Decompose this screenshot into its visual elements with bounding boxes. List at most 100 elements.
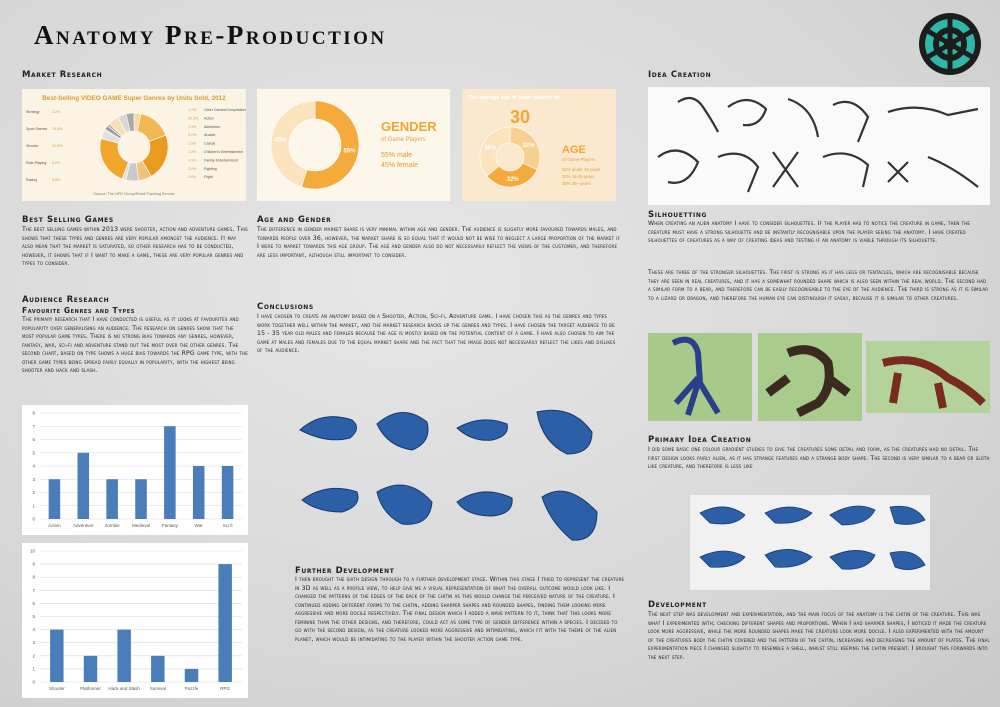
y-tick-label: 4 — [32, 627, 35, 632]
y-tick-label: 2 — [32, 490, 35, 495]
bar — [135, 479, 147, 519]
slice-label: 36% — [484, 146, 497, 152]
chart-subtitle: of Game Players — [381, 137, 426, 143]
paragraph: I then brought the sixth design through … — [295, 576, 625, 643]
pie-slice — [270, 100, 316, 188]
source: Source: The NPD Group/Retail Tracking Se… — [93, 192, 174, 196]
value-label: 3.6% — [188, 175, 197, 179]
paragraph: The difference in gender market share is… — [257, 226, 621, 259]
value-label: 22.3% — [188, 116, 199, 120]
x-tick-label: War — [195, 523, 204, 528]
value-label: 2.0% — [188, 142, 197, 146]
chart-title: AGE — [562, 144, 586, 156]
silhouette-sketches — [648, 87, 990, 205]
y-tick-label: 7 — [32, 424, 35, 429]
heading: The average age of game players is: — [468, 95, 561, 101]
section-heading: Development — [648, 600, 707, 610]
slice-label: 32% — [523, 143, 536, 149]
chart-subtitle: of Game Players — [562, 157, 596, 162]
x-tick-label: Survival — [150, 686, 166, 691]
sub-heading: Favourite Genres and Types — [22, 306, 135, 315]
value-label: 21.2% — [52, 144, 63, 148]
category-label: Racing — [26, 178, 37, 182]
category-label: Fighting — [204, 167, 217, 171]
category-label: Adventure — [204, 125, 220, 129]
legend-label: 32% under 18 years — [562, 167, 600, 172]
section-heading: Idea Creation — [648, 70, 712, 80]
value-label: 3.2% — [52, 110, 61, 114]
x-tick-label: Action — [48, 523, 61, 528]
y-tick-label: 8 — [32, 411, 35, 416]
x-tick-label: Fantasy — [162, 523, 179, 528]
gender-infographic: 55% 45% GENDER of Game Players 55% male 45% f… — [257, 89, 450, 201]
y-tick-label: 6 — [32, 437, 35, 442]
silhouette-renders — [648, 333, 990, 421]
y-tick-label: 5 — [32, 450, 35, 455]
bar — [48, 479, 61, 519]
value-label: 6.0% — [52, 161, 61, 165]
y-tick-label: 3 — [32, 477, 35, 482]
category-label: Children's Entertainment — [204, 150, 243, 154]
y-tick-label: 1 — [32, 503, 35, 508]
value-label: 4.9% — [188, 158, 197, 162]
category-label: Other Games/Compilations — [204, 108, 246, 112]
category-label: Family Entertainment — [204, 158, 238, 162]
y-tick-label: 4 — [32, 464, 35, 469]
legend-label: 55% male — [381, 152, 412, 159]
paragraph: The best selling games within 2013 were … — [22, 226, 248, 267]
bar — [117, 629, 131, 682]
y-tick-label: 8 — [32, 575, 35, 580]
page-title: Anatomy Pre-Production — [34, 20, 387, 50]
panel — [22, 89, 246, 201]
category-label: Role-Playing — [26, 161, 46, 165]
average: 30 — [510, 107, 530, 127]
category-label: Arcade — [204, 133, 215, 137]
y-tick-label: 0 — [32, 680, 35, 685]
section-heading: Best Selling Games — [22, 215, 114, 225]
logo — [919, 13, 981, 75]
category-label: Flight — [204, 175, 213, 179]
section-heading: Age and Gender — [257, 215, 332, 225]
bar — [218, 564, 232, 682]
category-label: Strategy — [26, 110, 40, 114]
value-label: 3.9% — [188, 167, 197, 171]
legend-label: 32% 18-35 years — [562, 174, 595, 179]
section-heading: Audience Research — [22, 295, 110, 305]
x-tick-label: Medieval — [132, 523, 150, 528]
pie-slice — [479, 126, 511, 177]
bar — [83, 655, 98, 682]
chitin-studies — [690, 495, 930, 590]
value-label: 1.2% — [188, 150, 197, 154]
age-infographic: The average age of game players is: 30 32%… — [462, 89, 616, 201]
category-label: Casual — [204, 142, 215, 146]
value-label: 5.8% — [52, 178, 61, 182]
paragraph: These are three of the stronger silhouet… — [648, 269, 989, 302]
value-label: 0.2% — [188, 133, 197, 137]
y-tick-label: 2 — [32, 653, 35, 658]
pie-slice — [125, 112, 135, 132]
chart-title: Best-Selling VIDEO GAME Super Genres by … — [42, 95, 226, 102]
y-tick-label: 10 — [30, 549, 36, 554]
section-heading: Conclusions — [257, 302, 314, 312]
x-tick-label: Zombie — [105, 523, 121, 528]
paragraph: When creating an alien anatomy I have to… — [648, 220, 971, 244]
bar — [192, 466, 205, 519]
bar — [77, 452, 90, 519]
legend-label: 45% female — [381, 162, 418, 169]
chart-title: GENDER — [381, 119, 437, 134]
value-label: 4.3% — [188, 125, 197, 129]
y-tick-label: 7 — [32, 588, 35, 593]
x-tick-label: Platformer — [80, 686, 101, 691]
creature-studies — [299, 409, 598, 541]
x-tick-label: Puzzle — [185, 686, 199, 691]
value-label: 15.3% — [52, 127, 63, 131]
x-tick-label: Sci fi — [223, 523, 233, 528]
bar — [50, 629, 64, 682]
paragraph: The primary research that I have conduct… — [22, 316, 248, 374]
genre-infographic: Best-Selling VIDEO GAME Super Genres by … — [22, 89, 246, 201]
slice-label: 32% — [507, 177, 520, 183]
legend-label: 36% 36+ years — [562, 181, 591, 186]
category-label: Shooter — [26, 144, 39, 148]
category-label: Action — [204, 116, 214, 120]
